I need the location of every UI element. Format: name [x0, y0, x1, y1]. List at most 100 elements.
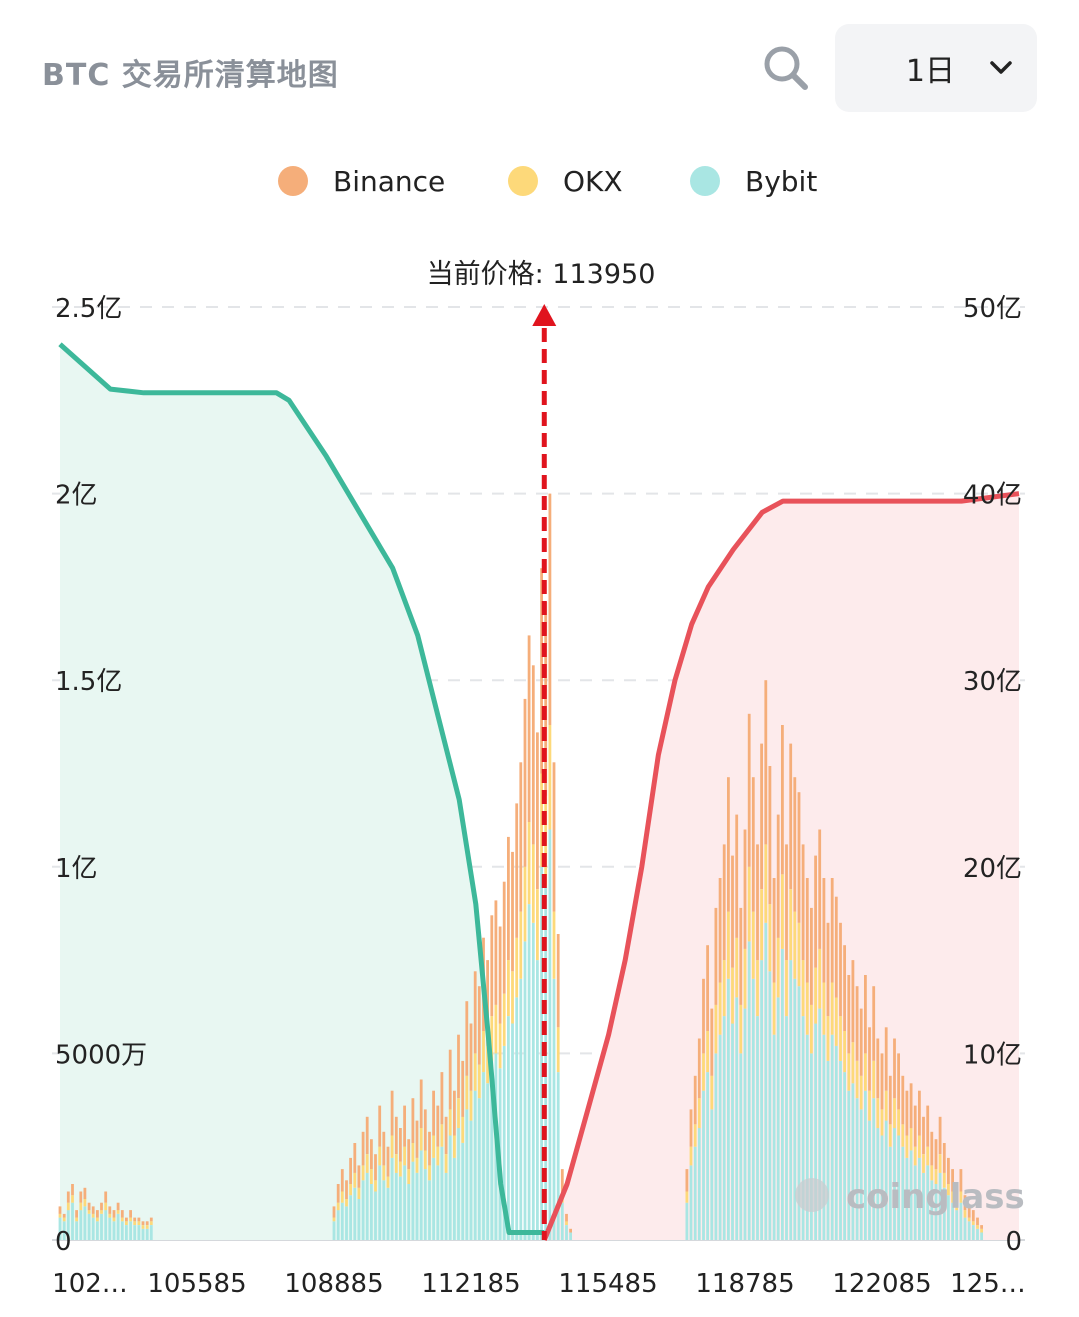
bar-binance	[66, 1191, 70, 1203]
bar-bybit	[407, 1184, 411, 1240]
bar-bybit	[814, 1023, 817, 1240]
bar-bybit	[880, 1135, 884, 1240]
bar-okx	[120, 1217, 124, 1222]
bar-binance	[739, 907, 743, 1005]
bar-okx	[826, 1016, 830, 1061]
bar-binance	[465, 1001, 469, 1076]
bar-binance	[453, 1090, 456, 1136]
page-title: BTC 交易所清算地图	[42, 58, 339, 93]
bar-okx	[104, 1202, 108, 1211]
bar-okx	[112, 1217, 116, 1222]
bar-okx	[490, 1016, 494, 1061]
bar-okx	[938, 1154, 942, 1173]
legend-item-okx[interactable]: OKX	[508, 158, 623, 204]
bar-okx	[955, 1202, 959, 1211]
bar-bybit	[440, 1146, 444, 1240]
bar-binance	[814, 855, 817, 968]
bar-okx	[527, 822, 531, 905]
bar-bybit	[349, 1195, 352, 1240]
left-axis-tick-label: 2.5亿	[55, 294, 122, 324]
bar-okx	[905, 1135, 909, 1158]
bar-binance	[851, 960, 855, 1043]
bar-binance	[797, 792, 801, 923]
bar-okx	[855, 1060, 859, 1099]
bar-bybit	[104, 1210, 108, 1240]
liquidation-bars	[58, 493, 983, 1240]
bar-okx	[909, 1128, 913, 1151]
bar-okx	[747, 866, 751, 942]
bar-bybit	[469, 1120, 473, 1240]
bar-bybit	[370, 1184, 373, 1240]
bar-binance	[125, 1217, 128, 1222]
bar-bybit	[847, 1090, 851, 1240]
bar-okx	[361, 1165, 365, 1181]
bar-binance	[822, 878, 826, 983]
bar-bybit	[473, 1090, 477, 1240]
bar-bybit	[781, 948, 784, 1240]
bar-okx	[453, 1135, 456, 1158]
legend-label-bybit: Bybit	[745, 164, 818, 198]
bar-okx	[403, 1146, 406, 1166]
bar-bybit	[722, 1016, 726, 1240]
bar-binance	[62, 1213, 66, 1218]
bar-okx	[922, 1154, 925, 1173]
legend-item-binance[interactable]: Binance	[278, 158, 445, 204]
bar-bybit	[507, 1016, 510, 1240]
x-axis-tick-label: 112185	[421, 1269, 520, 1299]
bar-okx	[473, 1053, 477, 1091]
bar-bybit	[756, 1016, 759, 1240]
bar-binance	[100, 1202, 103, 1211]
search-button[interactable]	[762, 44, 810, 92]
bar-okx	[96, 1217, 99, 1222]
bar-binance	[423, 1109, 427, 1151]
bar-bybit	[735, 997, 739, 1240]
bar-bybit	[461, 1143, 465, 1240]
bar-binance	[83, 1187, 87, 1199]
bar-bybit	[112, 1221, 116, 1240]
bar-okx	[440, 1124, 444, 1147]
bar-bybit	[108, 1217, 112, 1240]
bar-binance	[697, 1038, 701, 1099]
bar-binance	[830, 878, 834, 983]
bar-okx	[432, 1135, 435, 1158]
bar-binance	[971, 1210, 975, 1222]
bar-binance	[834, 896, 838, 998]
bar-okx	[477, 1064, 481, 1099]
bar-bybit	[876, 1128, 880, 1240]
bar-okx	[71, 1195, 74, 1203]
legend-dot-okx	[508, 166, 538, 196]
bar-bybit	[141, 1228, 145, 1240]
bar-binance	[764, 680, 768, 845]
bar-binance	[942, 1143, 946, 1173]
bar-binance	[378, 1105, 382, 1147]
bar-binance	[415, 1120, 419, 1158]
bar-binance	[511, 851, 514, 972]
x-axis-tick-label: 102…	[52, 1269, 128, 1299]
bar-bybit	[62, 1221, 66, 1240]
bar-binance	[461, 1060, 465, 1117]
bar-okx	[830, 982, 834, 1035]
bar-bybit	[810, 1053, 813, 1240]
bar-okx	[689, 1146, 693, 1166]
bar-bybit	[536, 960, 539, 1240]
bar-bybit	[515, 997, 519, 1240]
bar-bybit	[116, 1213, 120, 1240]
bar-bybit	[980, 1232, 983, 1240]
bar-bybit	[789, 960, 793, 1240]
bar-okx	[79, 1202, 83, 1211]
right-axis-tick-label: 10亿	[963, 1040, 1022, 1070]
bar-bybit	[444, 1172, 448, 1240]
bar-okx	[407, 1169, 411, 1184]
bar-bybit	[714, 1053, 718, 1240]
legend-item-bybit[interactable]: Bybit	[690, 158, 817, 204]
bar-okx	[764, 844, 768, 923]
bar-bybit	[942, 1187, 946, 1240]
bar-okx	[394, 1154, 398, 1173]
bar-binance	[781, 725, 784, 875]
bar-okx	[91, 1213, 95, 1218]
bar-okx	[834, 997, 838, 1046]
period-select[interactable]: 1日	[835, 24, 1037, 112]
bar-binance	[116, 1202, 120, 1211]
bar-binance	[926, 1105, 930, 1147]
bar-okx	[839, 1016, 842, 1061]
